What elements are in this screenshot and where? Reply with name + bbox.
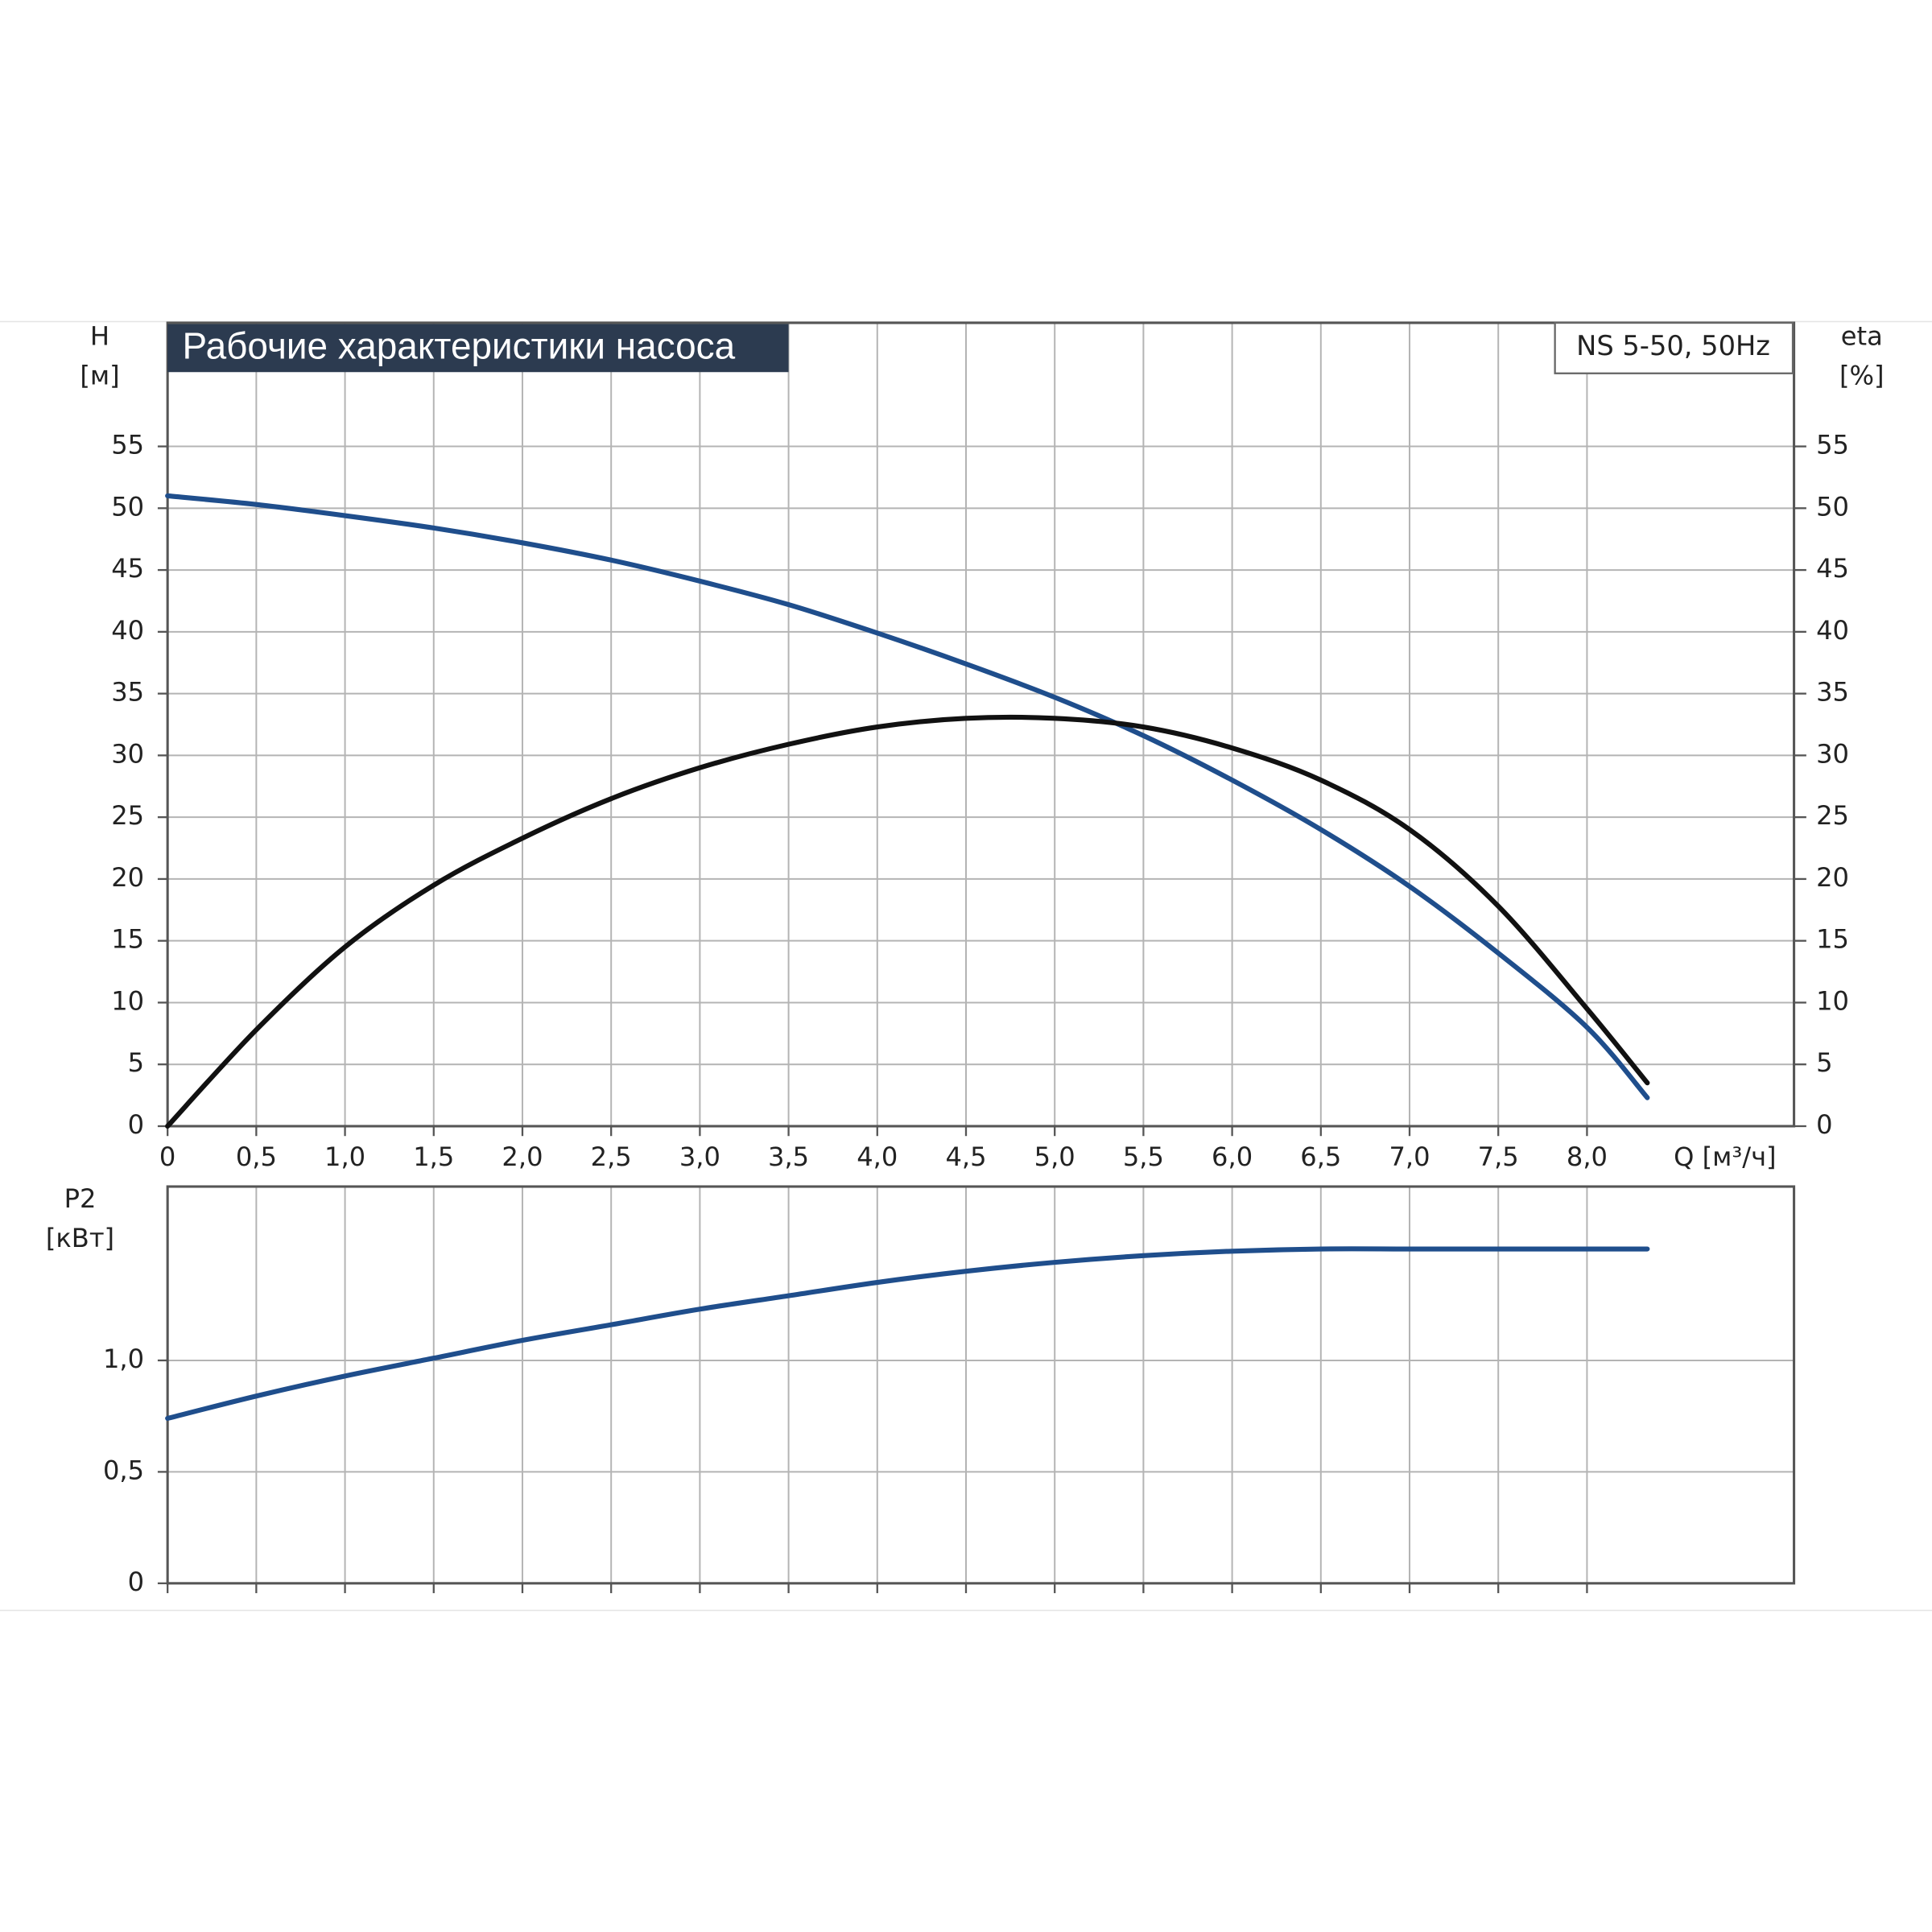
legend-label: NS 5-50, 50Hz [1576, 330, 1770, 361]
plot-frame [166, 1185, 1796, 1585]
y-tick-label: 5 [128, 1047, 144, 1078]
y-tick-label: 25 [111, 800, 144, 831]
x-tick-label: 5,5 [1123, 1141, 1164, 1172]
series-line [165, 493, 1650, 1100]
x-tick-label: 0,5 [236, 1141, 277, 1172]
series-line [165, 1246, 1650, 1421]
y-tick-label: 55 [111, 430, 144, 460]
x-tick-label: 6,0 [1212, 1141, 1253, 1172]
x-tick-label: 1,5 [413, 1141, 454, 1172]
x-tick-label: 4,0 [857, 1141, 898, 1172]
y-tick-label: 0 [128, 1109, 144, 1140]
x-tick-label: 2,0 [502, 1141, 543, 1172]
title-box [167, 324, 789, 373]
grid-layer [157, 323, 1806, 1594]
x-tick-label: 7,0 [1389, 1141, 1430, 1172]
x-tick-label: 7,5 [1478, 1141, 1519, 1172]
y2-axis-label: eta [1841, 320, 1883, 351]
y2-tick-label: 5 [1816, 1047, 1832, 1078]
y-tick-label: 0 [128, 1567, 144, 1597]
series-line [165, 714, 1650, 1129]
y2-tick-label: 35 [1816, 677, 1849, 708]
x-tick-label: 1,0 [324, 1141, 365, 1172]
x-tick-label: 2,5 [591, 1141, 632, 1172]
y-axis-label: P2 [64, 1183, 97, 1214]
x-axis-label: Q [м³/ч] [1674, 1141, 1776, 1172]
y2-axis-unit: [%] [1839, 360, 1885, 390]
y-tick-label: 30 [111, 738, 144, 769]
y2-tick-label: 55 [1816, 430, 1849, 460]
y-tick-label: 10 [111, 985, 144, 1016]
x-tick-label: 5,0 [1034, 1141, 1075, 1172]
legend-box [1554, 321, 1794, 374]
x-tick-label: 4,5 [945, 1141, 986, 1172]
y2-tick-label: 45 [1816, 553, 1849, 584]
y-tick-label: 40 [111, 615, 144, 646]
y2-tick-label: 30 [1816, 738, 1849, 769]
y-tick-label: 1,0 [103, 1344, 144, 1374]
y2-tick-label: 10 [1816, 985, 1849, 1016]
y2-tick-label: 25 [1816, 800, 1849, 831]
y-tick-label: 50 [111, 491, 144, 522]
y-tick-label: 0,5 [103, 1455, 144, 1485]
y-tick-label: 15 [111, 924, 144, 955]
y2-tick-label: 15 [1816, 924, 1849, 955]
y2-tick-label: 0 [1816, 1109, 1832, 1140]
x-tick-label: 0 [159, 1141, 175, 1172]
x-tick-label: 3,5 [768, 1141, 809, 1172]
line-layer [165, 493, 1650, 1421]
y2-tick-label: 20 [1816, 862, 1849, 893]
x-tick-label: 8,0 [1567, 1141, 1608, 1172]
y2-tick-label: 40 [1816, 615, 1849, 646]
y-tick-label: 20 [111, 862, 144, 893]
chart-title: Рабочие характеристики насоса [183, 324, 736, 366]
y-axis-unit: [м] [80, 360, 119, 390]
y-axis-label: H [90, 320, 109, 351]
x-tick-label: 6,5 [1300, 1141, 1341, 1172]
y-tick-label: 35 [111, 677, 144, 708]
plot-frame [166, 321, 1796, 1128]
y-axis-unit: [кВт] [46, 1223, 114, 1253]
y-tick-label: 45 [111, 553, 144, 584]
x-tick-label: 3,0 [679, 1141, 720, 1172]
y2-tick-label: 50 [1816, 491, 1849, 522]
